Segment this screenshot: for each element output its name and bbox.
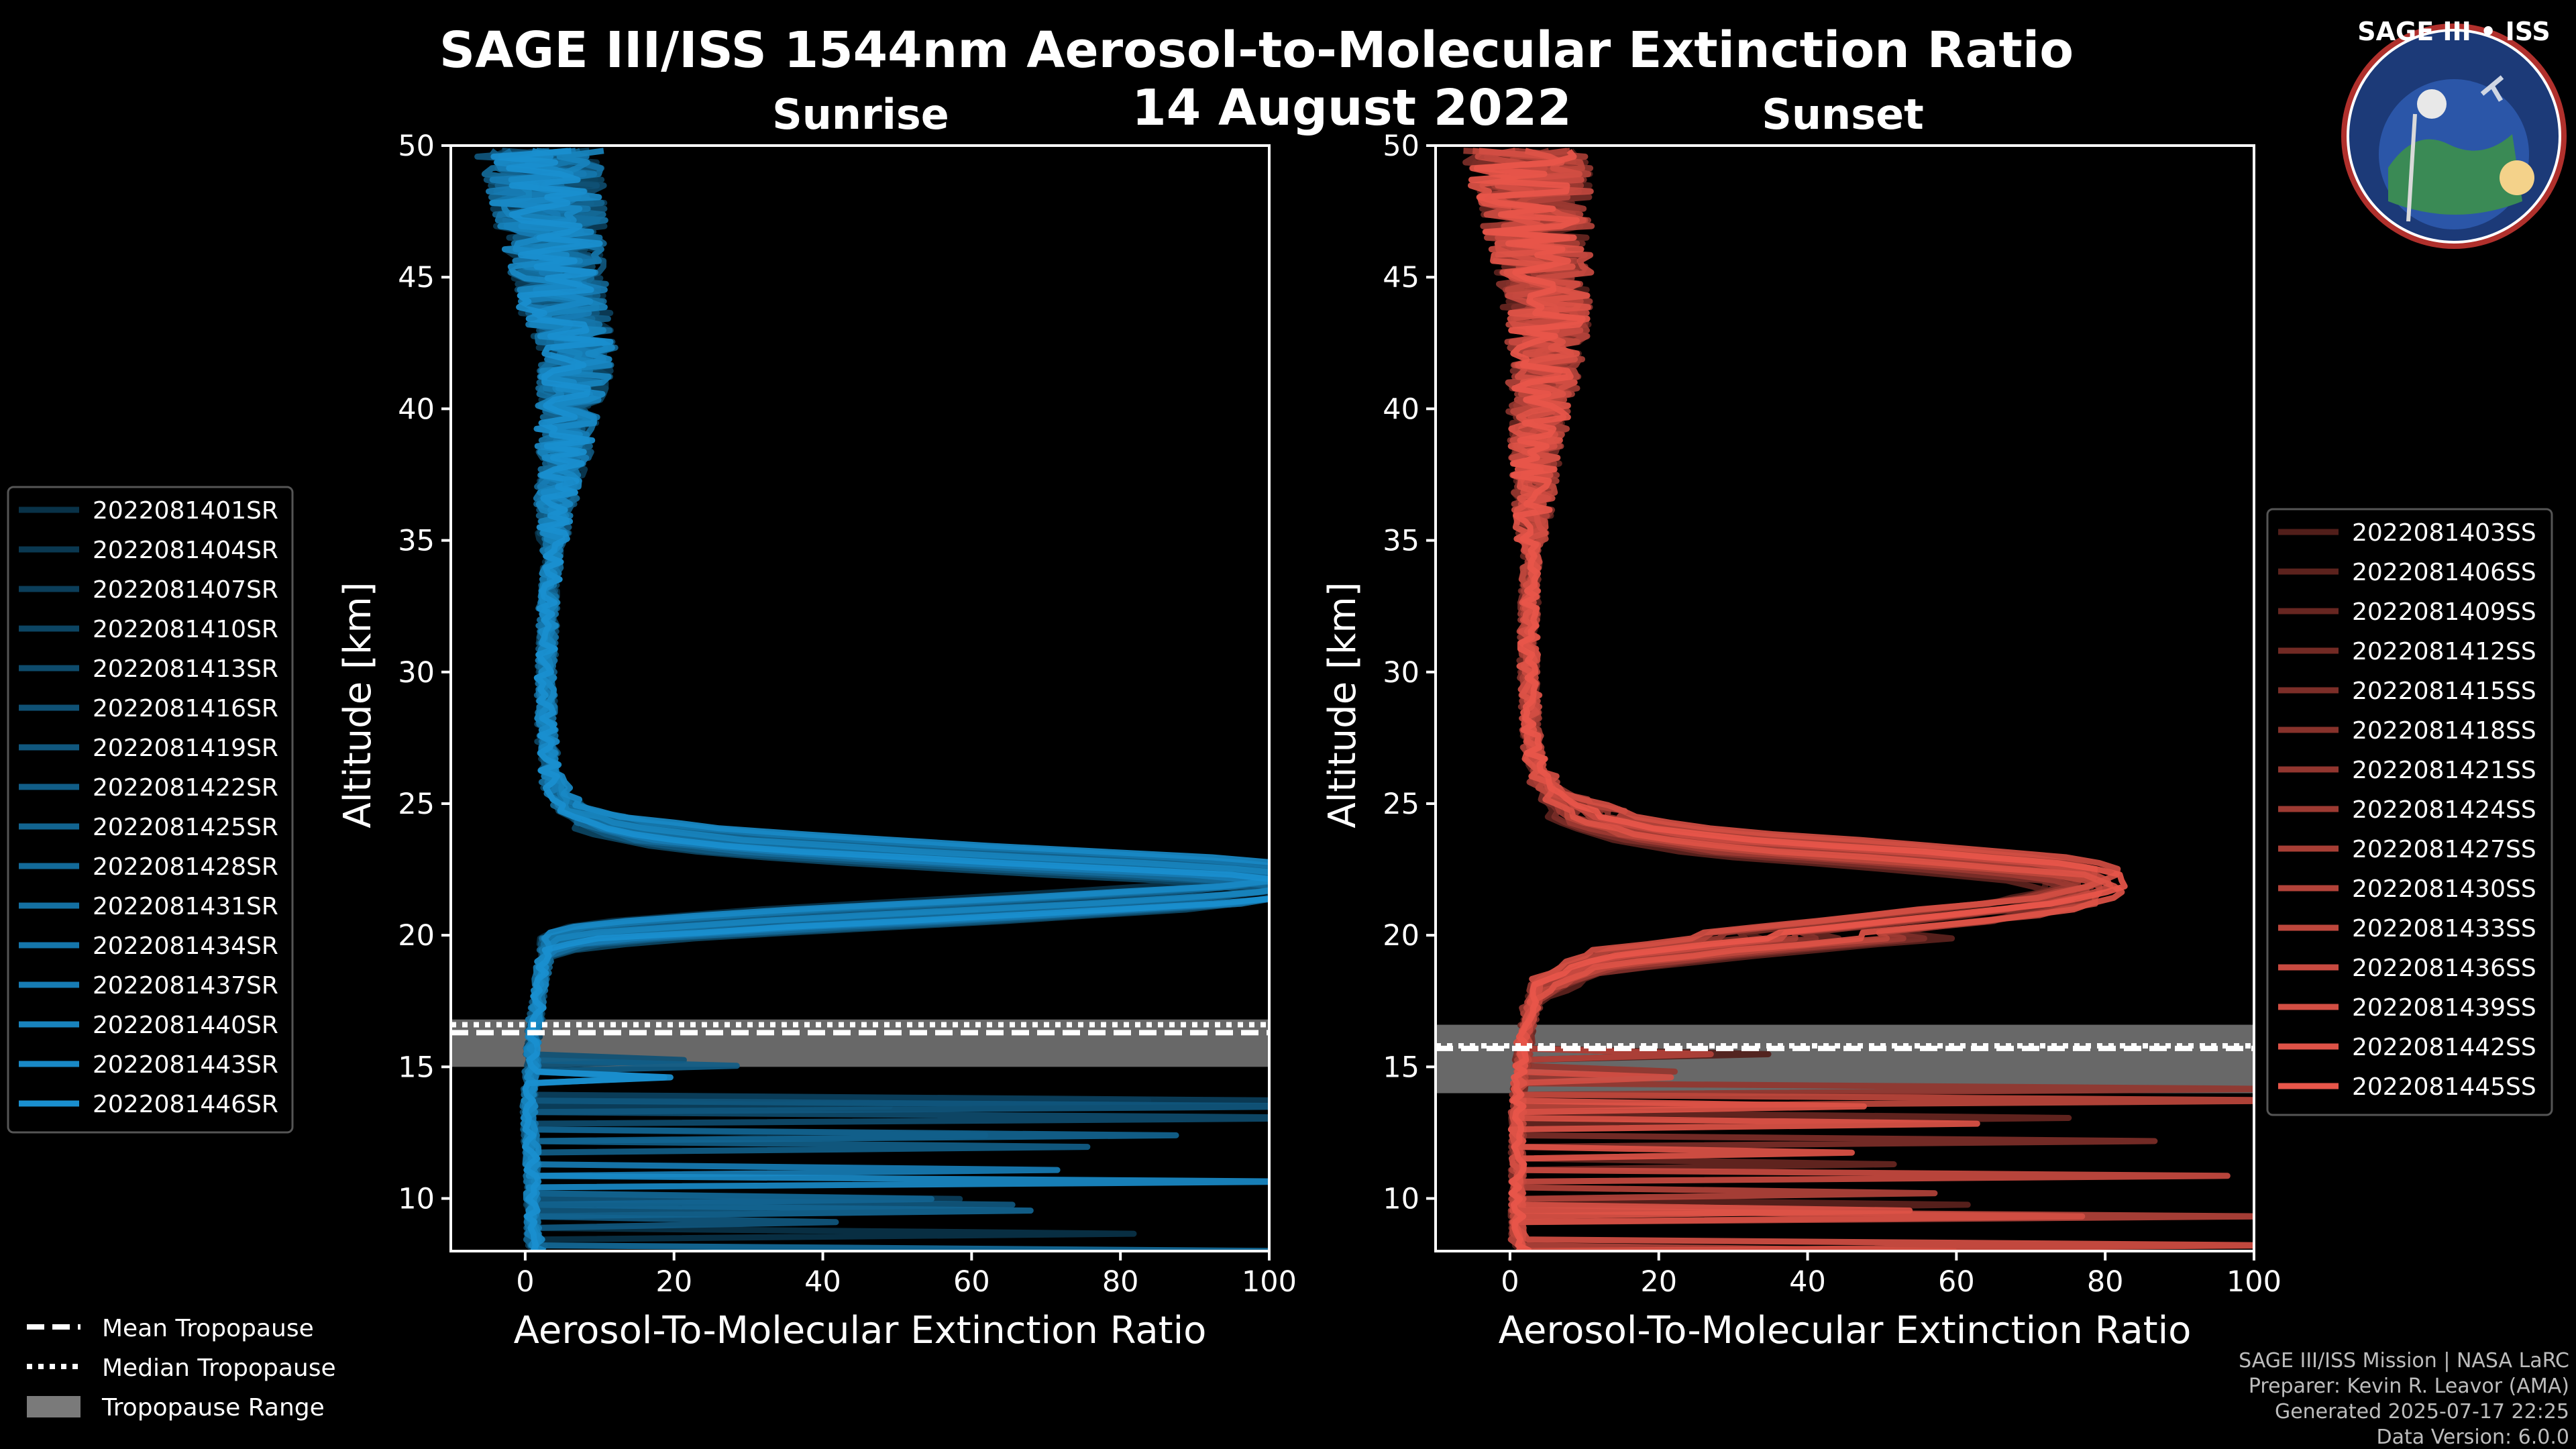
sage-iss-logo: SAGE III • ISS xyxy=(2341,17,2567,249)
y-tick-label: 10 xyxy=(398,1183,435,1216)
panel-sunset: 0 20 40 60 80 100 10 15 20 25 30 35 40 45 50 Aerosol-To… xyxy=(1321,129,2282,1352)
y-tick-label: 45 xyxy=(398,261,435,294)
legend-entry: 2022081401SR xyxy=(93,497,278,525)
y-tick-label: 20 xyxy=(1383,919,1419,953)
legend-entry: 2022081433SS xyxy=(2352,915,2536,943)
legend-box xyxy=(7,486,294,1134)
chart-title: SAGE III/ISS 1544nm Aerosol-to-Molecular… xyxy=(439,21,2074,79)
y-tick-label: 20 xyxy=(398,919,435,953)
x-tick-label: 80 xyxy=(1102,1265,1139,1299)
y-tick-label: 50 xyxy=(1383,129,1419,163)
legend-entry: 2022081409SS xyxy=(2352,598,2536,626)
y-axis-label: Altitude [km] xyxy=(336,582,380,828)
plot-frame xyxy=(1434,144,2255,1252)
legend-sunset: 2022081403SS 2022081406SS 2022081409SS 2022… xyxy=(2266,508,2553,1116)
y-tick-label: 30 xyxy=(398,656,435,690)
legend-entry: 2022081413SR xyxy=(93,655,278,683)
tropopause-legend: Mean Tropopause Median Tropopause Tropop… xyxy=(27,1315,336,1421)
credit-line: SAGE III/ISS Mission | NASA LaRC xyxy=(2239,1349,2569,1373)
panel-sunrise: 0 20 40 60 80 100 10 15 20 25 30 35 40 45 50 Aerosol-To… xyxy=(336,129,1297,1352)
y-tick-label: 40 xyxy=(1383,392,1419,426)
y-tick-label: 45 xyxy=(1383,261,1419,294)
legend-entry: 2022081437SR xyxy=(93,972,278,1000)
legend-entry: 2022081418SS xyxy=(2352,717,2536,745)
x-tick-label: 100 xyxy=(1242,1265,1297,1299)
legend-entry: 2022081446SR xyxy=(93,1091,278,1118)
profile-lines xyxy=(474,148,1269,1251)
y-tick-label: 40 xyxy=(398,392,435,426)
profile-line xyxy=(1468,148,2128,1251)
x-tick-label: 40 xyxy=(1789,1265,1826,1299)
y-tick-label: 25 xyxy=(1383,788,1419,821)
legend-entry: 2022081421SS xyxy=(2352,757,2536,784)
legend-entry: 2022081430SS xyxy=(2352,875,2536,903)
legend-entry: 2022081406SS xyxy=(2352,559,2536,586)
legend-entry: 2022081431SR xyxy=(93,893,278,920)
y-tick-label: 35 xyxy=(1383,525,1419,558)
legend-entry: 2022081416SR xyxy=(93,695,278,722)
x-tick-label: 60 xyxy=(953,1265,990,1299)
profile-lines xyxy=(1462,148,2254,1251)
panels: 0 20 40 60 80 100101520253035404550Aerosol-To… xyxy=(7,129,2553,1352)
mean-tropopause-legend: Mean Tropopause xyxy=(102,1315,314,1342)
legend-entry: 2022081428SR xyxy=(93,853,278,881)
y-tick-label: 15 xyxy=(1383,1051,1419,1084)
y-tick-label: 25 xyxy=(398,788,435,821)
median-tropopause-legend: Median Tropopause xyxy=(102,1354,336,1382)
legend-entry: 2022081407SR xyxy=(93,576,278,604)
legend-entry: 2022081422SR xyxy=(93,774,278,802)
legend-entry: 2022081403SS xyxy=(2352,519,2536,547)
legend-entry: 2022081412SS xyxy=(2352,638,2536,665)
credits: SAGE III/ISS Mission | NASA LaRC Prepare… xyxy=(2239,1349,2569,1449)
x-tick-label: 80 xyxy=(2087,1265,2124,1299)
credit-line: Generated 2025-07-17 22:25 xyxy=(2275,1400,2569,1424)
y-tick-label: 15 xyxy=(398,1051,435,1084)
x-tick-label: 60 xyxy=(1938,1265,1975,1299)
y-tick-label: 10 xyxy=(1383,1183,1419,1216)
tropopause-range-swatch xyxy=(27,1396,80,1417)
x-axis-label: Aerosol-To-Molecular Extinction Ratio xyxy=(1499,1309,2192,1352)
x-tick-label: 0 xyxy=(516,1265,534,1299)
y-tick-label: 50 xyxy=(398,129,435,163)
panel-title-sunrise: Sunrise xyxy=(772,90,949,139)
y-tick-label: 30 xyxy=(1383,656,1419,690)
y-axis-label: Altitude [km] xyxy=(1321,582,1364,828)
x-tick-label: 100 xyxy=(2226,1265,2282,1299)
legend-entry: 2022081415SS xyxy=(2352,678,2536,705)
plot-frame xyxy=(449,144,1271,1252)
legend-entry: 2022081410SR xyxy=(93,616,278,643)
profile-line xyxy=(490,148,1269,1251)
tropopause-range-legend: Tropopause Range xyxy=(101,1394,325,1421)
legend-entry: 2022081439SS xyxy=(2352,994,2536,1022)
legend-entry: 2022081445SS xyxy=(2352,1073,2536,1101)
credit-line: Data Version: 6.0.0 xyxy=(2377,1426,2569,1449)
credit-line: Preparer: Kevin R. Leavor (AMA) xyxy=(2249,1375,2569,1398)
legend-entry: 2022081443SR xyxy=(93,1051,278,1079)
x-tick-label: 20 xyxy=(655,1265,692,1299)
legend-entry: 2022081436SS xyxy=(2352,955,2536,982)
legend-entry: 2022081424SS xyxy=(2352,796,2536,824)
x-tick-label: 20 xyxy=(1640,1265,1677,1299)
y-tick-label: 35 xyxy=(398,525,435,558)
legend-sunrise: 2022081401SR 2022081404SR 2022081407SR 2022… xyxy=(7,486,294,1134)
chart-date: 14 August 2022 xyxy=(1132,79,1572,137)
x-tick-label: 40 xyxy=(804,1265,841,1299)
logo-text: SAGE III • ISS xyxy=(2357,17,2551,46)
legend-entry: 2022081419SR xyxy=(93,735,278,762)
x-axis-label: Aerosol-To-Molecular Extinction Ratio xyxy=(514,1309,1207,1352)
x-tick-label: 0 xyxy=(1501,1265,1519,1299)
legend-entry: 2022081404SR xyxy=(93,537,278,564)
legend-entry: 2022081434SR xyxy=(93,932,278,960)
legend-box xyxy=(2266,508,2553,1116)
legend-entry: 2022081425SR xyxy=(93,814,278,841)
legend-entry: 2022081442SS xyxy=(2352,1034,2536,1061)
panel-title-sunset: Sunset xyxy=(1762,90,1924,139)
legend-entry: 2022081427SS xyxy=(2352,836,2536,863)
legend-entry: 2022081440SR xyxy=(93,1012,278,1039)
